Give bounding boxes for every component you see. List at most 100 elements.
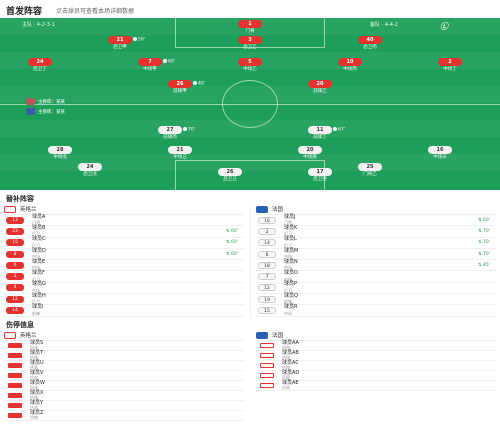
away-player-4[interactable]: 20 中场庚 [290, 146, 330, 168]
sub-player-position: 门将 [284, 220, 292, 226]
away-injury-team-header: 法国 [256, 330, 496, 341]
jersey-number: 15 [258, 307, 276, 315]
home-player-1[interactable]: 21 后卫甲 59' [100, 36, 145, 58]
injury-icon [8, 393, 22, 398]
away-player-9[interactable]: 25 门将乙 [350, 163, 390, 185]
home-player-9[interactable]: 26 前锋甲 40' [160, 80, 205, 102]
home-player-8[interactable]: 2 中场丁 [430, 58, 470, 80]
home-player-10[interactable]: 20 前锋乙 [300, 80, 340, 102]
sub-in-time: ⇅ 70' [477, 251, 490, 257]
sub-player-position: 前锋 [284, 276, 292, 282]
away-player-7[interactable]: 26 后卫己 [210, 168, 250, 190]
home-sub-row[interactable]: 6 球员E 中场 [4, 259, 244, 272]
jersey-number: 25 [358, 163, 382, 171]
home-sub-row[interactable]: 14 球员I 前锋 [4, 305, 244, 317]
sub-player-name: 球员B [32, 224, 46, 231]
away-sub-row[interactable]: 15 球员R 中场 [256, 304, 496, 317]
away-sub-row[interactable]: 6 球员M 中场 ⇅ 70' [256, 247, 496, 261]
away-player-8[interactable]: 17 后卫庚 [300, 168, 340, 190]
jersey-number: 18 [258, 261, 276, 269]
jersey-number: 14 [258, 239, 276, 247]
home-subs-team-header: 英格兰 [4, 204, 244, 215]
jersey-number: 26 [218, 168, 242, 176]
away-sub-row[interactable]: 12 球员P 后卫 [256, 281, 496, 295]
france-flag-icon [256, 205, 268, 213]
away-sub-row[interactable]: 7 球员O 前锋 [256, 271, 496, 283]
away-player-2[interactable]: 28 中场戊 [40, 146, 80, 168]
jersey-number: 19 [258, 295, 276, 303]
home-player-4[interactable]: 24 后卫丁 [20, 58, 60, 80]
injured-player-name: 球员W [30, 380, 45, 386]
home-injury-row: 球员X 伤病 [4, 391, 244, 401]
jersey-number: 21 [168, 146, 192, 154]
injured-player-name: 球员Z [30, 410, 44, 416]
player-name: 中场丁 [443, 67, 457, 72]
home-sub-row[interactable]: 8 球员D 中场 ⇅ 60' [4, 248, 244, 261]
home-sub-row[interactable]: 23 球员B 后卫 ⇅ 60' [4, 224, 244, 238]
sub-player-info: 球员J 门将 [284, 213, 296, 226]
injury-reason: 伤病 [30, 344, 38, 350]
sub-player-name: 球员K [284, 224, 298, 231]
player-name: 中场庚 [303, 155, 317, 160]
sub-player-info: 球员G 中场 [32, 282, 46, 293]
jersey-number: 16 [258, 216, 276, 224]
home-injury-team-name: 英格兰 [20, 333, 37, 339]
home-player-7[interactable]: 10 中场丙 [330, 58, 370, 80]
home-player-0[interactable]: 1 门将 [230, 20, 270, 42]
pitch: 主队 · 4-2-3-1 客队 · 4-4-2 Ⓛ 主教练：某某 主教练：某某 … [0, 18, 500, 190]
away-injury-row: 球员AA 伤病 [256, 341, 496, 351]
home-player-3[interactable]: 40 后卫丙 [350, 36, 390, 58]
sub-player-name: 球员J [284, 213, 296, 220]
sub-in-time: ⇅ 60' [225, 251, 238, 257]
away-player-5[interactable]: 16 中场辛 [420, 146, 460, 168]
home-sub-row[interactable]: 12 球员H 后卫 [4, 292, 244, 306]
jersey-number: 20 [298, 146, 322, 154]
sub-player-info: 球员C 后卫 [32, 237, 46, 248]
jersey-number: 3 [6, 273, 24, 281]
away-player-6[interactable]: 24 后卫戊 [70, 163, 110, 185]
sub-player-name: 球员M [284, 247, 299, 254]
jersey-number: 20 [308, 80, 332, 88]
away-sub-row[interactable]: 16 球员J 门将 ⇅ 60' [256, 213, 496, 227]
sub-player-name: 球员L [284, 236, 297, 243]
england-flag-icon [4, 205, 16, 213]
away-sub-row[interactable]: 2 球员K 后卫 ⇅ 70' [256, 224, 496, 238]
sub-player-name: 球员P [284, 281, 298, 288]
home-team-badge-icon [26, 98, 35, 105]
away-sub-row[interactable]: 19 球员Q 前锋 [256, 293, 496, 306]
sub-player-position: 前锋 [284, 299, 292, 305]
away-player-0[interactable]: 27 前锋丙 70' [150, 126, 195, 148]
substitution-icon [193, 81, 197, 85]
sub-player-name: 球员R [284, 304, 298, 311]
away-injury-row: 球员AE 伤病 [256, 381, 496, 391]
jersey-number: 2 [258, 227, 276, 235]
home-player-2[interactable]: 3 后卫乙 [230, 36, 270, 58]
injury-reason: 停赛 [30, 364, 38, 370]
sub-player-name: 球员G [32, 281, 46, 288]
sub-player-position: 中场 [284, 254, 292, 260]
player-name: 后卫丁 [33, 67, 47, 72]
home-injury-row: 球员V 伤病 [4, 371, 244, 381]
sub-player-info: 球员A 门将 [32, 214, 45, 226]
home-sub-row[interactable]: 13 球员A 门将 [4, 214, 244, 227]
jersey-number: 14 [6, 307, 24, 315]
injury-reason: 伤病 [282, 344, 290, 350]
jersey-number: 7 [258, 273, 276, 281]
away-player-3[interactable]: 21 中场己 [160, 146, 200, 168]
sub-player-position: 后卫 [32, 276, 40, 282]
sub-player-info: 球员F 后卫 [32, 271, 45, 282]
away-player-1[interactable]: 11 前锋丁 67' [300, 126, 345, 148]
home-sub-row[interactable]: 4 球员G 中场 [4, 282, 244, 295]
home-sub-row[interactable]: 15 球员C 后卫 ⇅ 60' [4, 237, 244, 249]
home-player-5[interactable]: 7 中场甲 60' [130, 58, 175, 80]
injured-player-name: 球员T [30, 350, 44, 356]
away-sub-row[interactable]: 14 球员L 后卫 ⇅ 70' [256, 236, 496, 249]
sub-player-name: 球员F [32, 270, 45, 277]
away-sub-row[interactable]: 18 球员N 中场 ⇅ 85' [256, 259, 496, 272]
home-sub-row[interactable]: 3 球员F 后卫 [4, 271, 244, 283]
home-player-6[interactable]: 5 中场乙 [230, 58, 270, 80]
sub-player-name: 球员H [32, 292, 46, 299]
sub-player-info: 球员K 后卫 [284, 224, 298, 237]
jersey-number: 27 [158, 126, 182, 134]
jersey-number: 16 [428, 146, 452, 154]
